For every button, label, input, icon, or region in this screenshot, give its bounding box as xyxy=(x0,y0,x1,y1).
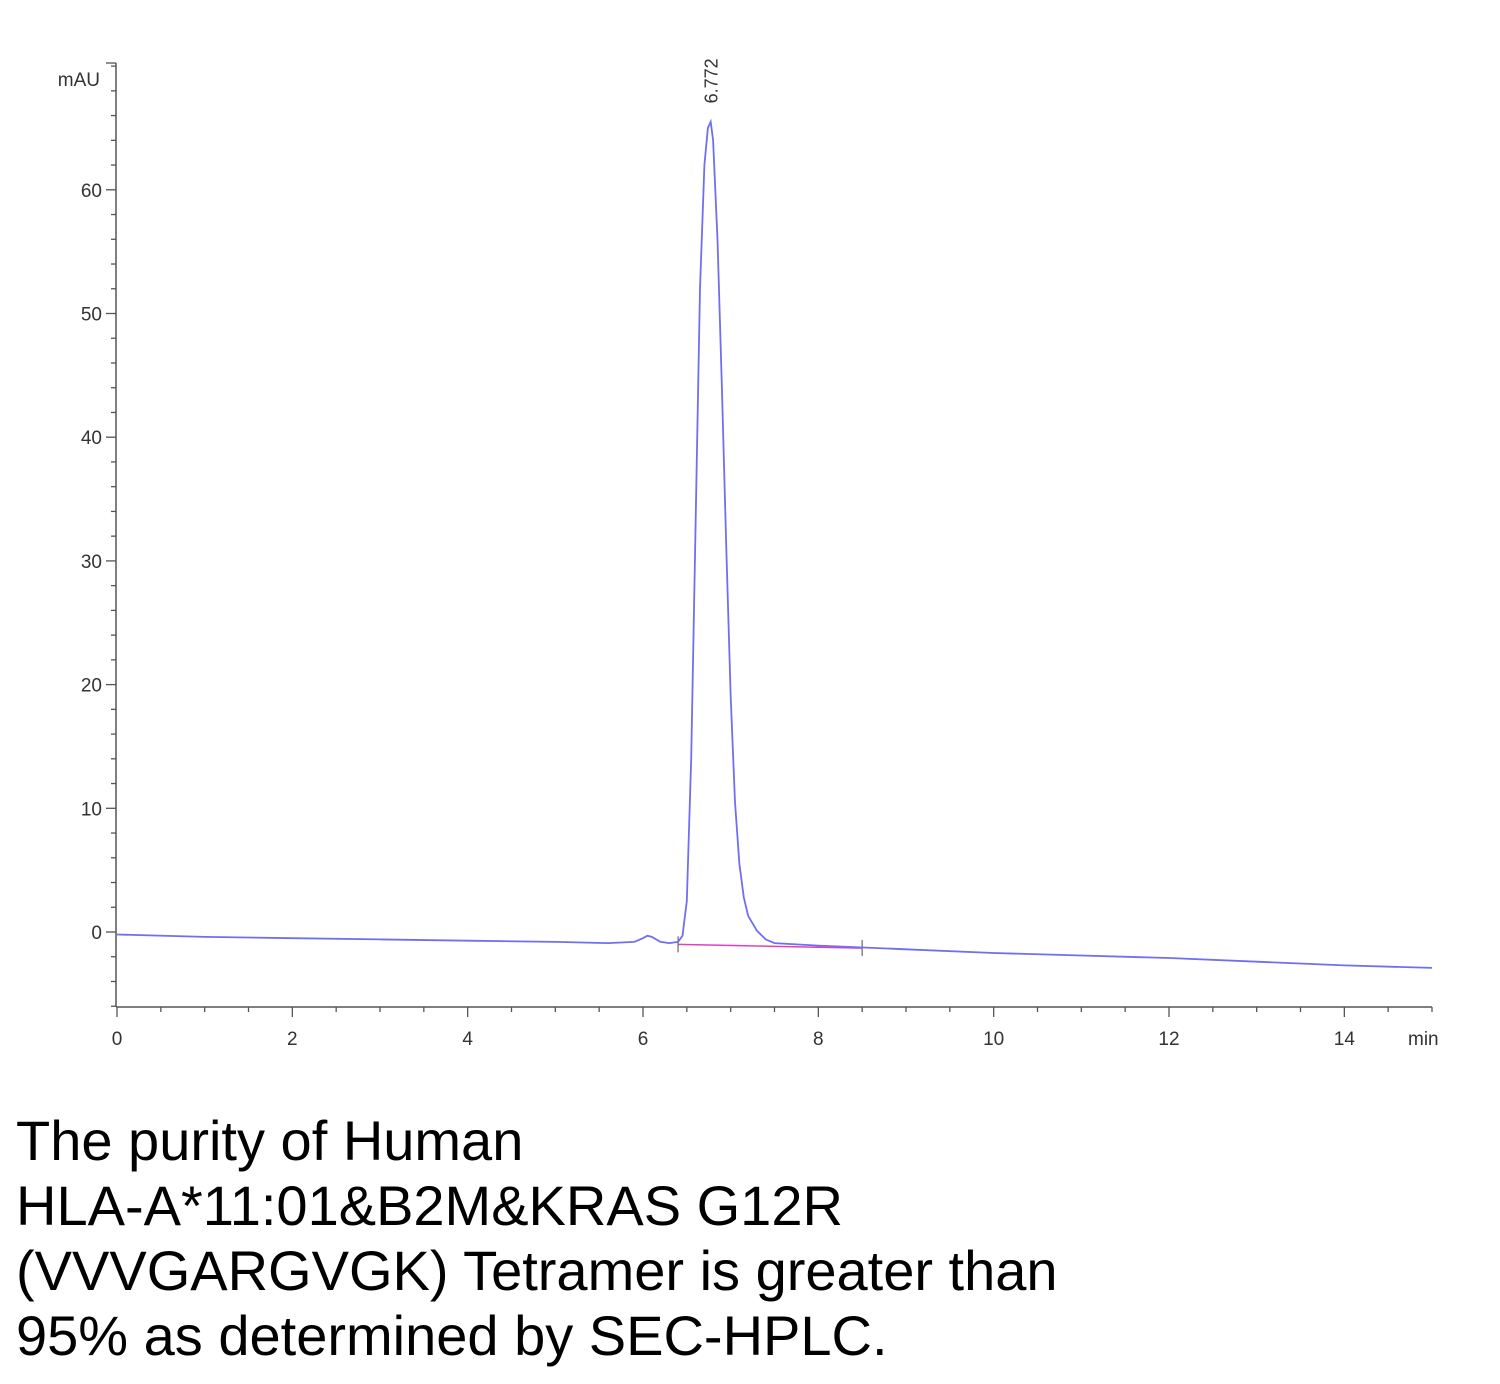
caption-line: (VVVGARGVGK) Tetramer is greater than xyxy=(16,1239,1058,1302)
y-tick-label: 40 xyxy=(81,428,102,449)
x-tick-label: 4 xyxy=(462,1029,473,1050)
plot-area: 0 10 20 30 40 50 60 0 2 4 6 8 10 12 14 mAU min 6.772 xyxy=(58,58,1439,1050)
x-tick-label: 2 xyxy=(287,1029,298,1050)
integration-baseline xyxy=(678,943,863,949)
y-tick-label: 0 xyxy=(91,923,102,944)
x-tick-label: 0 xyxy=(112,1029,123,1050)
y-tick-label: 30 xyxy=(81,552,102,573)
y-tick-label: 60 xyxy=(81,181,102,202)
caption-line: 95% as determined by SEC-HPLC. xyxy=(16,1304,888,1367)
caption-line: HLA-A*11:01&B2M&KRAS G12R xyxy=(16,1174,843,1237)
x-tick-label: 14 xyxy=(1334,1029,1356,1050)
x-axis-ticks: 0 2 4 6 8 10 12 14 xyxy=(112,1007,1433,1050)
x-axis-unit-label: min xyxy=(1408,1029,1439,1050)
y-axis-ticks: 0 10 20 30 40 50 60 xyxy=(81,62,116,1007)
y-tick-label: 50 xyxy=(81,305,102,326)
chromatogram-trace xyxy=(116,118,1433,969)
y-tick-label: 10 xyxy=(81,799,102,820)
caption-line: The purity of Human xyxy=(16,1109,524,1172)
x-tick-label: 8 xyxy=(813,1029,824,1050)
peak-retention-time-label: 6.772 xyxy=(702,58,722,103)
y-axis-unit-label: mAU xyxy=(58,70,100,91)
x-tick-label: 10 xyxy=(983,1029,1004,1050)
caption: The purity of Human HLA-A*11:01&B2M&KRAS… xyxy=(16,1108,1476,1368)
x-tick-label: 12 xyxy=(1158,1029,1179,1050)
y-tick-label: 20 xyxy=(81,676,102,697)
hplc-chromatogram: 0 10 20 30 40 50 60 0 2 4 6 8 10 12 14 mAU min 6.772 xyxy=(58,58,1439,1050)
x-tick-label: 6 xyxy=(638,1029,649,1050)
